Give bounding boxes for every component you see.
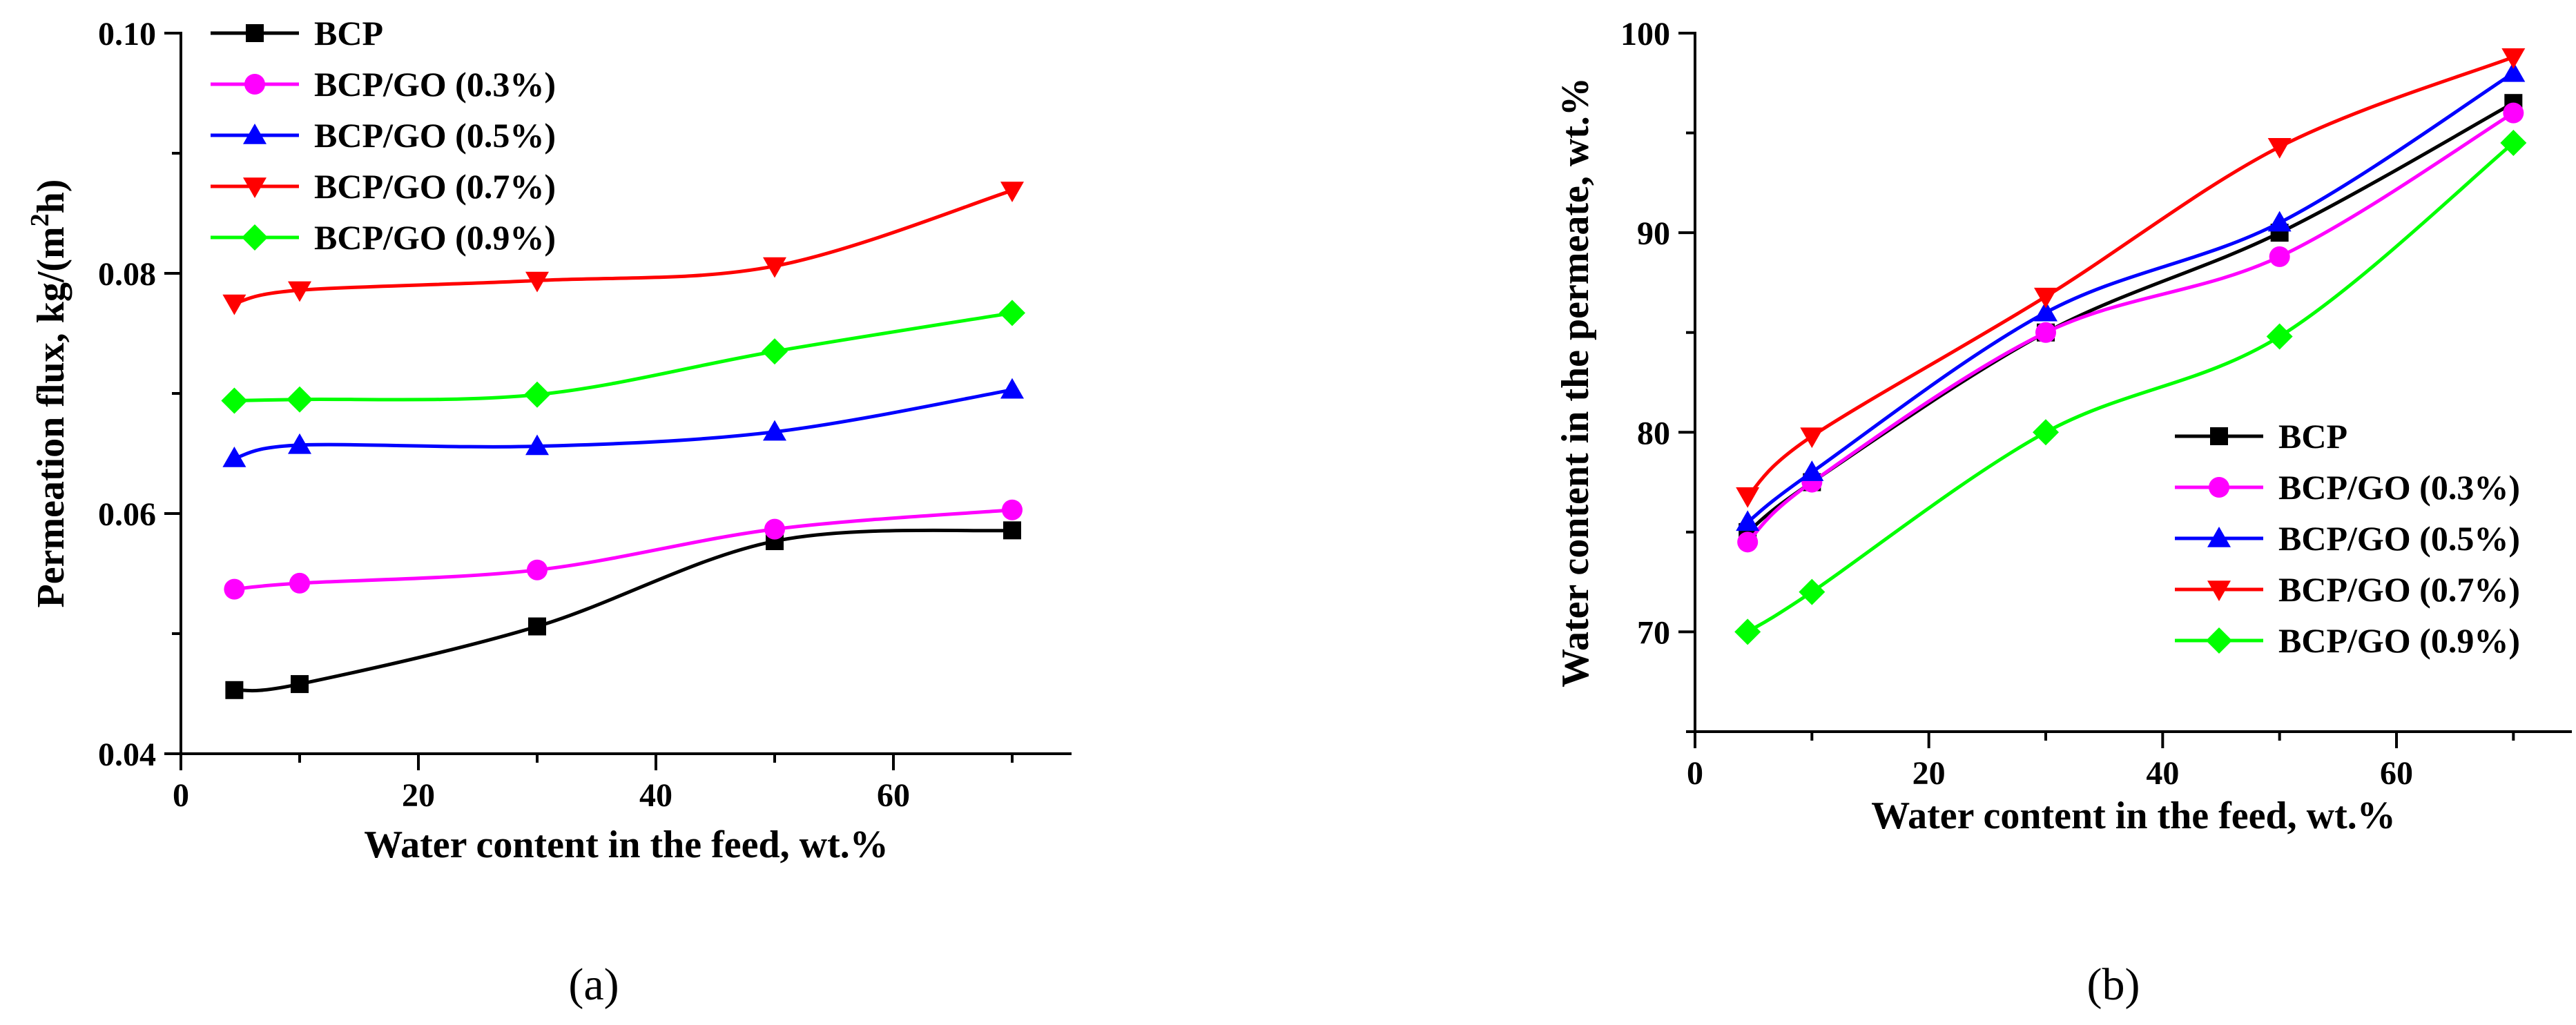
data-point-s2-p2	[2034, 300, 2057, 322]
panel-label: (a)	[568, 959, 619, 1010]
legend-marker-3	[2207, 580, 2231, 601]
legend-label-2: BCP/GO (0.5%)	[314, 116, 556, 155]
y-tick-label: 0.08	[98, 256, 156, 293]
data-point-s0-p2	[528, 617, 546, 636]
data-point-s1-p3	[2269, 246, 2290, 267]
series-line-0	[234, 528, 1013, 693]
data-point-s1-p1	[289, 572, 310, 594]
y-axis-title-superscript: 2	[26, 213, 55, 226]
data-point-s1-p0	[224, 578, 245, 600]
y-tick-label: 0.04	[98, 736, 156, 773]
legend-marker-3	[243, 177, 267, 198]
legend-label-0: BCP	[2278, 417, 2347, 456]
legend-marker-1	[2209, 477, 2229, 498]
data-point-s1-p4	[2503, 102, 2524, 124]
data-point-s0-p4	[1003, 521, 1021, 540]
data-point-s3-p4	[2501, 48, 2526, 69]
series-line-1	[234, 508, 1013, 592]
x-axis-title: Water content in the feed, wt.%	[1871, 794, 2396, 837]
chart-a: 0 20 40 60 0.04 0.06 0.08 0.10 Water content in …	[26, 14, 1072, 1010]
legend-marker-4	[2206, 627, 2232, 654]
data-point-s0-p0	[225, 681, 244, 699]
data-point-s1-p0	[1737, 531, 1759, 553]
y-tick-label: 70	[1637, 614, 1670, 651]
data-point-s2-p2	[525, 434, 549, 456]
x-tick-label: 60	[2380, 755, 2413, 792]
data-point-s2-p1	[1800, 460, 1824, 481]
panel-label: (b)	[2087, 959, 2140, 1010]
y-tick-label: 0.06	[98, 496, 156, 533]
data-point-s2-p1	[288, 433, 311, 454]
y-axis-title-main: Water content in the permeate, wt.%	[1554, 77, 1597, 687]
data-point-s1-p2	[2035, 322, 2056, 343]
data-point-s4-p1	[287, 386, 313, 413]
x-tick-label: 20	[1912, 755, 1946, 792]
data-point-s2-p0	[1736, 510, 1760, 531]
legend-label-1: BCP/GO (0.3%)	[2278, 468, 2520, 507]
data-point-s4-p3	[2266, 323, 2293, 350]
legend-marker-2	[2207, 527, 2231, 547]
data-point-s4-p1	[1799, 578, 1826, 605]
y-axis-title: Water content in the permeate, wt.%	[1554, 77, 1597, 687]
legend: BCP BCP/GO (0.3%) BCP/GO (0.5%) BCP/GO (0.7…	[211, 14, 556, 257]
data-point-s4-p4	[2500, 130, 2527, 157]
data-point-s2-p4	[2501, 61, 2526, 82]
legend-marker-0	[246, 24, 264, 42]
y-axis-title-main: Permeation flux, kg/(m	[30, 226, 72, 607]
series-line-4	[234, 311, 1013, 402]
y-tick-label: 0.10	[98, 16, 156, 52]
legend: BCP BCP/GO (0.3%) BCP/GO (0.5%) BCP/GO (0.7…	[2175, 417, 2520, 660]
series-line-2	[1746, 71, 2515, 524]
x-tick-label: 0	[173, 777, 189, 814]
x-tick-label: 0	[1687, 755, 1703, 792]
data-point-s1-p3	[764, 518, 785, 540]
data-point-s4-p0	[1734, 618, 1761, 645]
data-point-s3-p2	[2034, 287, 2057, 309]
y-axis-title-end: h)	[30, 179, 72, 214]
legend-marker-0	[2210, 427, 2228, 445]
legend-label-3: BCP/GO (0.7%)	[314, 167, 556, 206]
y-tick-label: 100	[1620, 16, 1670, 52]
data-point-s3-p1	[1800, 427, 1824, 449]
y-tick-label: 80	[1637, 415, 1670, 451]
chart-b: 0 20 40 60 70 80 90 100 Water content in the fee…	[1554, 16, 2572, 1010]
legend-label-3: BCP/GO (0.7%)	[2278, 570, 2520, 609]
x-tick-label: 40	[2146, 755, 2179, 792]
data-point-s3-p0	[1736, 487, 1760, 508]
data-point-s2-p4	[1000, 378, 1024, 399]
x-tick-label: 40	[639, 777, 672, 814]
data-point-s4-p3	[762, 338, 788, 365]
data-point-s2-p0	[222, 446, 246, 467]
data-point-s0-p1	[291, 675, 309, 694]
data-point-s3-p2	[525, 271, 549, 293]
data-point-s3-p0	[222, 294, 246, 315]
x-tick-label: 60	[877, 777, 910, 814]
y-tick-label: 90	[1637, 215, 1670, 252]
data-point-s1-p4	[1002, 499, 1023, 520]
data-point-s1-p2	[527, 559, 548, 580]
data-point-s2-p3	[2267, 211, 2292, 232]
legend-label-4: BCP/GO (0.9%)	[2278, 621, 2520, 660]
legend-label-1: BCP/GO (0.3%)	[314, 65, 556, 104]
data-point-s3-p4	[1000, 182, 1024, 202]
legend-label-4: BCP/GO (0.9%)	[314, 218, 556, 257]
data-point-s3-p1	[288, 281, 311, 302]
y-axis-title: Permeation flux, kg/(m2h)	[26, 179, 72, 608]
data-point-s4-p4	[999, 300, 1025, 326]
data-point-s4-p2	[524, 381, 550, 408]
legend-label-0: BCP	[314, 14, 383, 52]
x-tick-label: 20	[402, 777, 435, 814]
x-axis-title: Water content in the feed, wt.%	[364, 823, 889, 866]
data-point-s3-p3	[2267, 138, 2292, 159]
legend-marker-4	[242, 224, 268, 251]
data-point-s3-p3	[763, 257, 786, 278]
legend-label-2: BCP/GO (0.5%)	[2278, 519, 2520, 558]
data-point-s4-p2	[2033, 419, 2059, 446]
legend-marker-2	[243, 124, 267, 144]
series-line-4	[1746, 141, 2515, 634]
legend-marker-1	[244, 74, 265, 95]
data-point-s2-p3	[763, 420, 786, 441]
data-point-s4-p0	[221, 387, 248, 414]
